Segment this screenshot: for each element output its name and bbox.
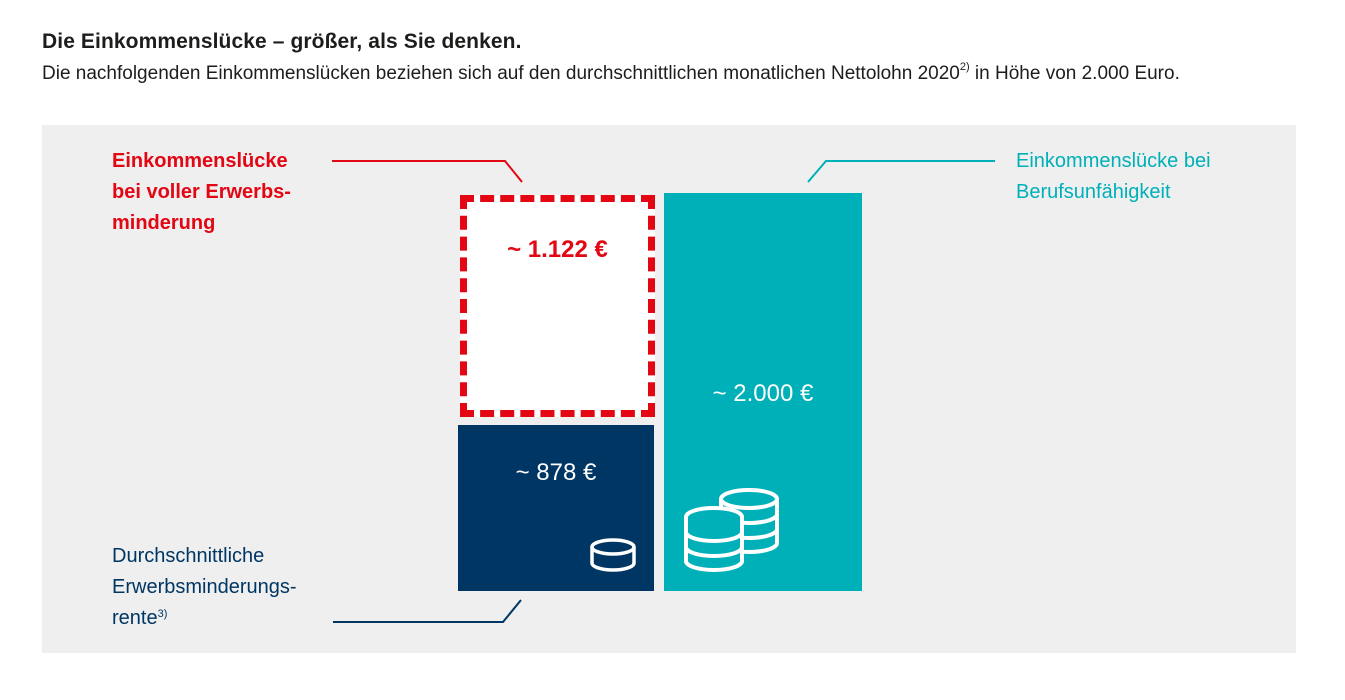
annotation-line: Durchschnittliche bbox=[112, 545, 265, 567]
annotation-line: minderung bbox=[112, 212, 216, 234]
annotation-footnote: 3) bbox=[157, 608, 168, 620]
annotation-line-last: rente3) bbox=[112, 603, 297, 634]
annotation-gap-bu: Einkommenslücke bei Berufsunfähigkeit bbox=[1016, 146, 1211, 208]
subtitle-end: in Höhe von 2.000 Euro. bbox=[969, 63, 1180, 84]
coin-stacks-icon bbox=[684, 488, 779, 572]
annotation-gap-full: Einkommenslücke bei voller Erwerbs- mind… bbox=[112, 146, 291, 239]
annotation-line: Einkommenslücke bei bbox=[1016, 150, 1211, 172]
leader-line-gap-bu bbox=[807, 160, 995, 183]
data-label-gap-bu: ~ 2.000 € bbox=[712, 380, 814, 407]
annotation-line: Erwerbsminderungs- bbox=[112, 576, 297, 598]
data-label-gap-full: ~ 1.122 € bbox=[507, 236, 608, 263]
subtitle-footnote: 2) bbox=[959, 61, 970, 73]
data-label-pension: ~ 878 € bbox=[515, 459, 597, 486]
chart-subtitle: Die nachfolgenden Einkommenslücken bezie… bbox=[42, 61, 1180, 85]
annotation-line: Berufsunfähigkeit bbox=[1016, 181, 1171, 203]
chart-title: Die Einkommenslücke – größer, als Sie de… bbox=[42, 30, 522, 53]
bar-pension bbox=[458, 425, 654, 591]
annotation-pension: Durchschnittliche Erwerbsminderungs- ren… bbox=[112, 541, 297, 634]
annotation-line: Einkommenslücke bbox=[112, 150, 288, 172]
bar-gap-full bbox=[460, 195, 655, 417]
leader-line-gap-full bbox=[332, 160, 523, 183]
annotation-text: rente bbox=[112, 607, 158, 629]
annotation-line: bei voller Erwerbs- bbox=[112, 181, 291, 203]
subtitle-text: Die nachfolgenden Einkommenslücken bezie… bbox=[42, 63, 960, 84]
leader-line-pension bbox=[333, 599, 522, 623]
coin-single-icon bbox=[590, 538, 636, 572]
